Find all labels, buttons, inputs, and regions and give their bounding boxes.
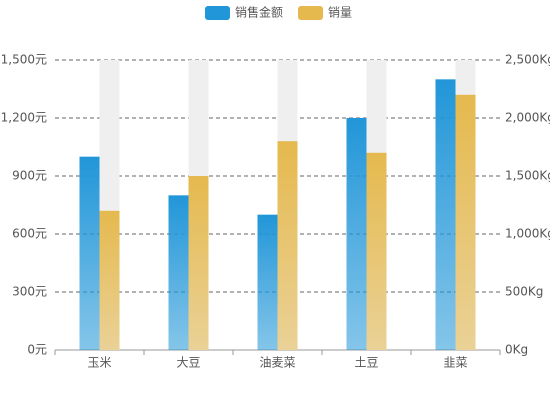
- y-tick-label: 600元: [12, 227, 47, 241]
- legend-swatch: [205, 6, 230, 20]
- y2-tick-label: 0Kg: [505, 343, 528, 357]
- y-tick-label: 0元: [27, 343, 47, 357]
- bar: [277, 141, 298, 350]
- y2-tick-label: 2,000Kg: [505, 111, 550, 125]
- x-tick-label: 土豆: [354, 356, 378, 370]
- y2-tick-label: 2,500Kg: [505, 53, 550, 67]
- bar: [346, 118, 367, 350]
- y-tick-label: 1,500元: [1, 53, 47, 67]
- bar: [99, 210, 120, 350]
- bar: [435, 79, 456, 350]
- bar: [188, 176, 209, 350]
- bar: [168, 195, 189, 350]
- legend-label: 销售金额: [235, 5, 283, 20]
- bar: [79, 156, 100, 350]
- y2-tick-label: 1,000Kg: [505, 227, 550, 241]
- y-tick-label: 900元: [12, 169, 47, 183]
- x-tick-label: 大豆: [176, 356, 200, 370]
- y-tick-label: 300元: [12, 285, 47, 299]
- y2-tick-label: 1,500Kg: [505, 169, 550, 183]
- legend-swatch: [298, 6, 324, 20]
- bar: [366, 152, 387, 350]
- x-tick-label: 玉米: [87, 356, 111, 370]
- x-tick-label: 韭菜: [443, 356, 467, 370]
- y2-tick-label: 500Kg: [505, 285, 543, 299]
- legend-label: 销量: [328, 6, 352, 20]
- x-tick-label: 油麦菜: [259, 356, 295, 370]
- y-tick-label: 1,200元: [1, 111, 47, 125]
- bar: [455, 94, 476, 350]
- bar: [257, 214, 278, 350]
